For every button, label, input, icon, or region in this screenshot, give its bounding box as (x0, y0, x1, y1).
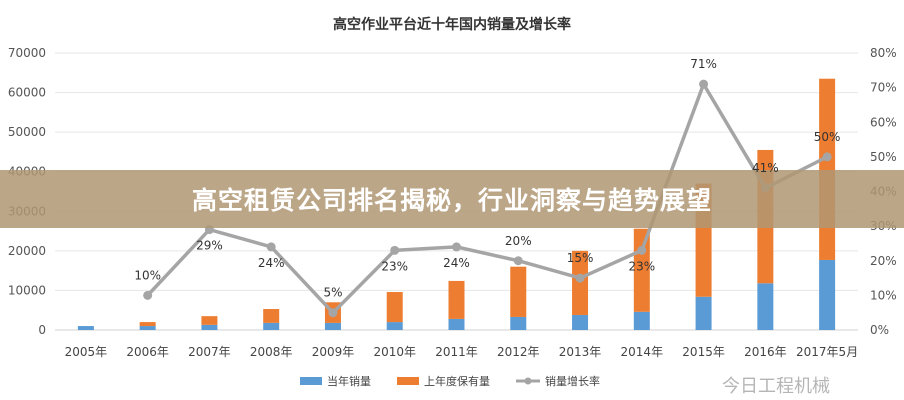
bar-sales (324, 322, 341, 330)
x-tick-label: 2013年 (559, 345, 602, 359)
growth-point (822, 152, 832, 162)
legend-label: 上年度保有量 (424, 375, 490, 388)
bar-sales (139, 326, 156, 330)
bar-sales (263, 322, 280, 330)
bar-sales (572, 314, 589, 330)
y-left-tick-label: 20000 (8, 244, 46, 258)
legend-swatch (397, 377, 419, 385)
y-right-tick-label: 0% (870, 323, 889, 337)
bar-stock (633, 228, 650, 312)
growth-point (513, 256, 523, 266)
legend-item-stock: 上年度保有量 (397, 373, 490, 389)
growth-point (575, 273, 585, 283)
x-tick-label: 2008年 (250, 345, 293, 359)
y-left-tick-label: 60000 (8, 86, 46, 100)
x-tick-label: 2017年5月 (796, 345, 858, 359)
headline-banner: 高空租赁公司排名揭秘，行业洞察与趋势展望 (0, 170, 904, 228)
legend-line-swatch (516, 377, 540, 385)
x-tick-label: 2015年 (682, 345, 725, 359)
bar-sales (633, 311, 650, 330)
watermark: 今日工程机械 (722, 376, 830, 397)
y-left-tick-label: 10000 (8, 283, 46, 297)
bar-stock (510, 266, 527, 317)
bar-sales (695, 296, 712, 330)
legend-item-sales: 当年销量 (300, 373, 371, 389)
x-tick-label: 2012年 (497, 345, 540, 359)
y-right-tick-label: 20% (870, 254, 897, 268)
y-right-tick-label: 10% (870, 288, 897, 302)
x-tick-label: 2010年 (373, 345, 416, 359)
bar-stock (386, 292, 403, 323)
legend-label: 当年销量 (327, 375, 371, 388)
y-right-tick-label: 80% (870, 46, 897, 60)
growth-point (328, 308, 338, 318)
bar-stock (201, 316, 218, 325)
growth-point (143, 290, 153, 300)
bar-sales (201, 324, 218, 330)
y-right-tick-label: 70% (870, 81, 897, 95)
x-tick-label: 2009年 (312, 345, 355, 359)
chart-title: 高空作业平台近十年国内销量及增长率 (333, 17, 571, 33)
bar-stock (263, 309, 280, 323)
bar-stock (572, 250, 589, 315)
x-tick-label: 2011年 (435, 345, 478, 359)
legend-item-growth: 销量增长率 (516, 373, 600, 389)
legend: 当年销量 上年度保有量 销量增长率 (300, 373, 600, 389)
bar-sales (448, 318, 465, 330)
bar-sales (819, 259, 836, 330)
growth-point (452, 242, 461, 252)
x-tick-label: 2007年 (188, 345, 231, 359)
growth-point (637, 245, 647, 255)
bar-stock (448, 280, 465, 319)
x-tick-label: 2014年 (621, 345, 664, 359)
growth-point (390, 245, 400, 255)
x-tick-label: 2016年 (744, 345, 787, 359)
banner-text: 高空租赁公司排名揭秘，行业洞察与趋势展望 (191, 186, 712, 215)
y-left-tick-label: 0 (38, 323, 46, 337)
growth-line (146, 80, 828, 316)
y-left-tick-label: 70000 (8, 46, 46, 60)
bar-stock (139, 322, 156, 327)
growth-point (699, 79, 709, 89)
bar-sales (386, 322, 403, 330)
legend-label: 销量增长率 (545, 375, 600, 388)
y-right-tick-label: 50% (870, 150, 897, 164)
y-right-tick-label: 60% (870, 115, 897, 129)
bar-sales (510, 316, 527, 330)
bar-sales (77, 326, 94, 330)
bar-sales (757, 283, 774, 330)
x-tick-label: 2005年 (65, 345, 108, 359)
y-left-tick-label: 50000 (8, 125, 46, 139)
legend-swatch (300, 377, 322, 385)
x-tick-label: 2006年 (126, 345, 169, 359)
growth-point (266, 242, 276, 252)
